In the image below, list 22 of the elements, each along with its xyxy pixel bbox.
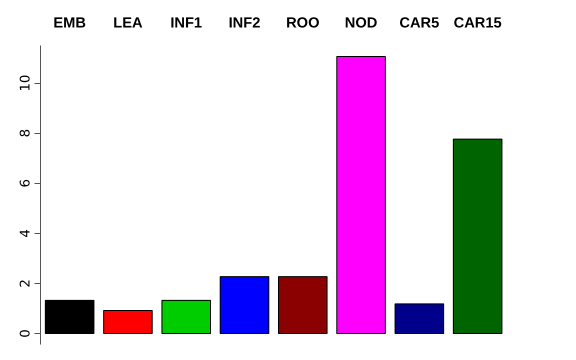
bar <box>452 138 502 334</box>
bar <box>394 303 444 334</box>
x-tick-label: INF2 <box>228 16 260 32</box>
bar <box>103 310 153 334</box>
bar <box>220 276 270 334</box>
y-tick-label: 0 <box>18 329 34 338</box>
bar <box>161 300 211 334</box>
bar <box>278 276 328 334</box>
x-tick-label: INF1 <box>170 16 202 32</box>
x-tick-label: CAR15 <box>454 16 502 32</box>
y-tick-label: 10 <box>18 74 34 92</box>
bar <box>44 300 94 334</box>
x-tick-label: EMB <box>53 16 86 32</box>
x-tick-label: LEA <box>113 16 143 32</box>
y-tick-label: 4 <box>18 229 34 238</box>
y-tick-label: 2 <box>18 279 34 288</box>
x-tick-label: CAR5 <box>399 16 440 32</box>
x-tick-label: ROO <box>286 16 320 32</box>
x-tick-label: NOD <box>344 16 378 32</box>
y-tick-label: 6 <box>18 178 34 188</box>
bar <box>336 56 386 334</box>
y-tick-label: 8 <box>18 128 34 138</box>
